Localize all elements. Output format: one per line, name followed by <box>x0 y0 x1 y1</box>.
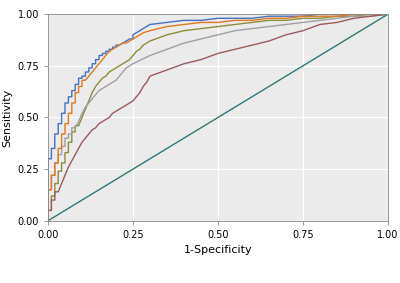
Y-axis label: Sensitivity: Sensitivity <box>2 88 12 147</box>
X-axis label: 1-Specificity: 1-Specificity <box>184 245 252 255</box>
